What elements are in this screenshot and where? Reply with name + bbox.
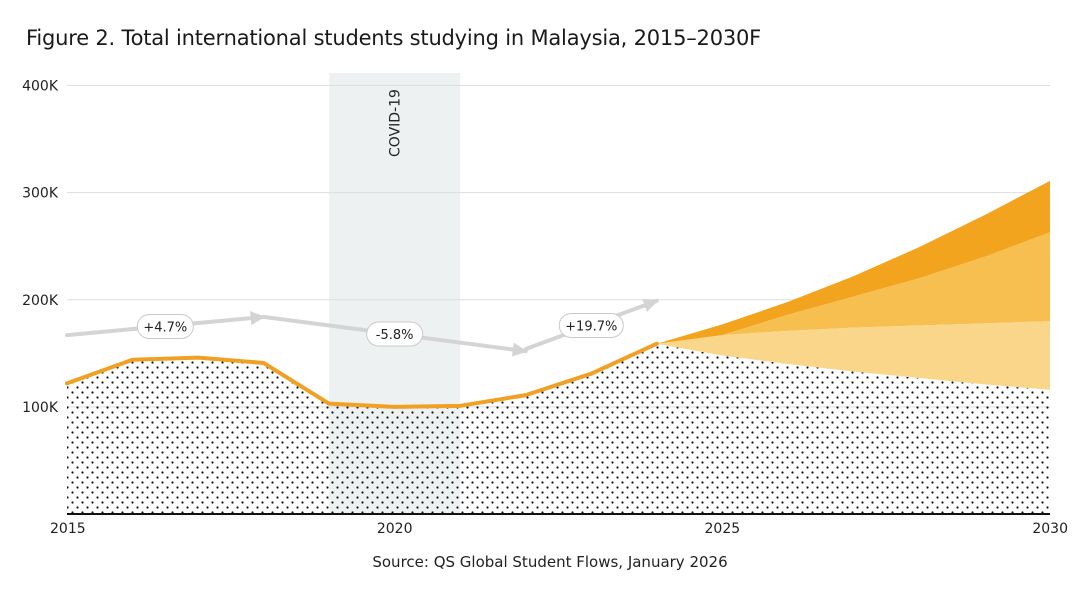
- data-point: [261, 361, 266, 365]
- source-note: Source: QS Global Student Flows, January…: [372, 553, 728, 571]
- forecast-band-inner: [656, 321, 1050, 390]
- chart-title: Figure 2. Total international students s…: [26, 26, 762, 50]
- data-point: [196, 355, 200, 360]
- growth-arrowhead: [642, 298, 659, 312]
- growth-label: +19.7%: [565, 319, 617, 334]
- growth-arrowhead: [250, 311, 266, 326]
- data-point: [65, 381, 69, 386]
- dotted-area-fill: [67, 343, 1050, 514]
- x-tick-label: 2015: [50, 521, 86, 537]
- data-point: [655, 341, 659, 346]
- forecast-band-middle: [656, 232, 1050, 344]
- x-tick-label: 2030: [1032, 521, 1068, 537]
- data-point: [392, 405, 397, 409]
- data-point: [458, 404, 463, 408]
- y-tick-label: 100K: [22, 400, 59, 416]
- data-point: [130, 357, 135, 362]
- y-tick-label: 300K: [22, 186, 59, 202]
- growth-label-pill: [366, 321, 424, 347]
- historical-line: [65, 341, 659, 409]
- covid-label: COVID-19: [388, 89, 404, 157]
- data-point: [589, 371, 594, 376]
- growth-arrowhead: [511, 342, 528, 357]
- growth-label-pill: [558, 312, 624, 338]
- data-point: [523, 393, 528, 397]
- data-point: [327, 401, 331, 406]
- x-tick-label: 2025: [705, 521, 741, 537]
- growth-label-pill: [136, 314, 194, 340]
- x-tick-label: 2020: [377, 521, 413, 537]
- growth-label: +4.7%: [143, 321, 187, 336]
- growth-label: -5.8%: [376, 328, 414, 343]
- y-tick-label: 400K: [22, 79, 59, 95]
- y-tick-label: 200K: [22, 293, 59, 309]
